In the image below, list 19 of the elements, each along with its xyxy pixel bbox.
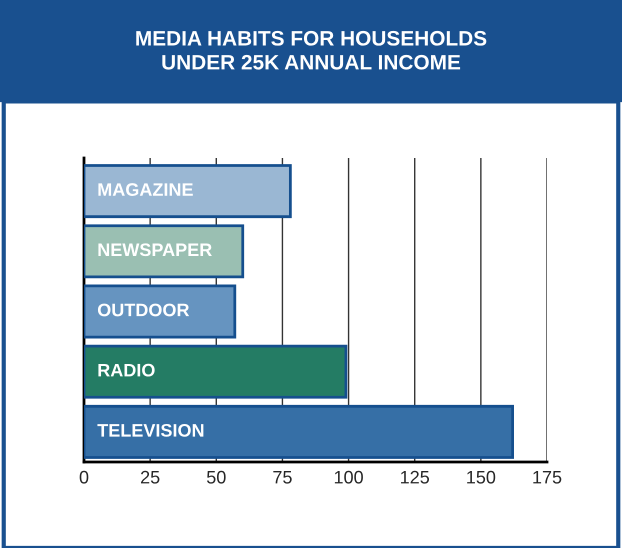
x-tick-label: 150: [467, 470, 496, 484]
bar: [84, 404, 514, 459]
x-tick-label: 100: [334, 470, 363, 484]
bar: [84, 284, 236, 338]
y-tick-label: NEWSPAPER: [98, 243, 212, 256]
bar: [84, 344, 348, 399]
bar: [84, 224, 244, 278]
chart-title: MEDIA HABITS FOR HOUSEHOLDS UNDER 25K ANNUAL INCOME: [136, 30, 486, 70]
bar: [84, 164, 292, 218]
x-tick-label: 75: [273, 470, 292, 484]
y-tick-label: OUTDOOR: [98, 304, 190, 316]
x-tick-label: 25: [141, 470, 160, 484]
y-tick-label: RADIO: [98, 364, 155, 377]
x-tick-label: 125: [401, 470, 430, 484]
y-tick-label: MAGAZINE: [98, 183, 193, 196]
x-tick-label: 175: [533, 470, 562, 484]
x-tick-label: 50: [206, 470, 226, 484]
y-tick-label: TELEVISION: [97, 424, 204, 437]
x-tick-label: 0: [80, 470, 88, 484]
